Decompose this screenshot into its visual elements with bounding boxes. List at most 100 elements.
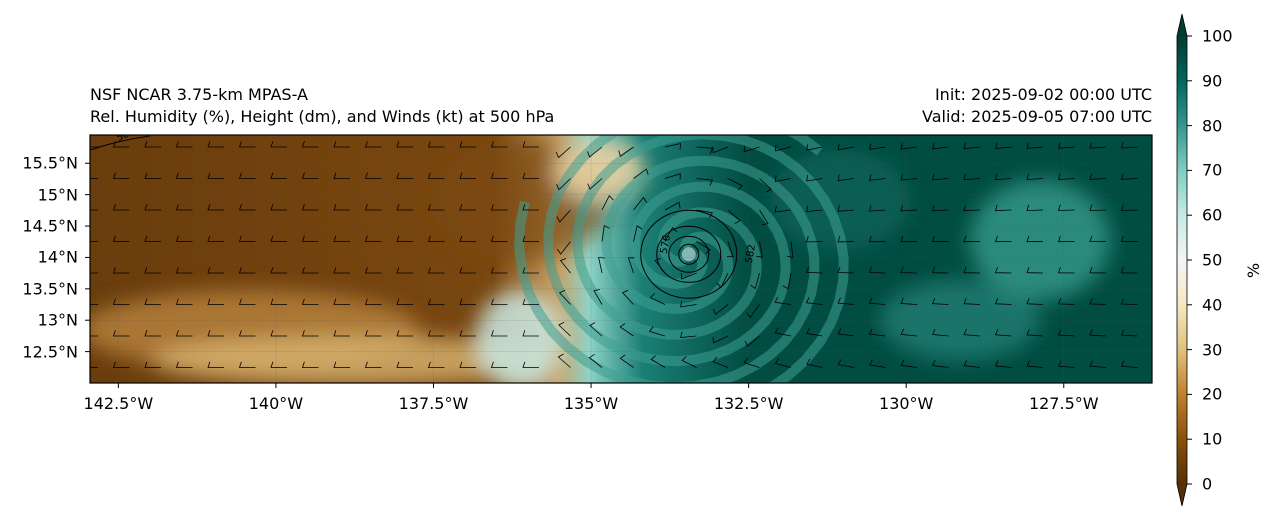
wind-barb xyxy=(932,173,949,181)
wind-barb xyxy=(396,141,413,148)
wind-barb xyxy=(112,330,130,337)
lon-label: 127.5°W xyxy=(1028,394,1099,413)
rain-band xyxy=(572,135,849,383)
lon-label: 140°W xyxy=(248,394,304,413)
wind-barb xyxy=(301,141,319,148)
wind-barb xyxy=(459,172,476,179)
wind-barb xyxy=(396,298,413,305)
wind-barb xyxy=(1120,142,1138,149)
title-left: NSF NCAR 3.75-km MPAS-A Rel. Humidity (%… xyxy=(90,84,554,128)
wind-barb xyxy=(333,330,350,337)
wind-barb xyxy=(396,330,413,337)
wind-barb xyxy=(1120,266,1138,274)
height-contour xyxy=(640,209,738,299)
wind-barb xyxy=(90,146,98,148)
title-fields: Rel. Humidity (%), Height (dm), and Wind… xyxy=(90,107,555,126)
wind-barb xyxy=(144,235,161,242)
contour-labels: 588 576 582 xyxy=(115,135,758,264)
lat-label: 13°N xyxy=(37,310,78,330)
wind-barb xyxy=(931,235,949,243)
wind-barb xyxy=(270,204,287,211)
cyclone-eye xyxy=(681,247,696,262)
title-model: NSF NCAR 3.75-km MPAS-A xyxy=(90,85,308,104)
humidity-patches xyxy=(90,140,1110,383)
wind-barb xyxy=(963,297,981,305)
wind-barb xyxy=(396,361,413,368)
colorbar xyxy=(1176,13,1192,507)
wind-barb xyxy=(90,272,98,274)
wind-barb xyxy=(427,172,445,179)
wind-barb xyxy=(522,298,539,305)
wind-barb xyxy=(1089,235,1107,243)
wind-barb xyxy=(175,235,193,242)
wind-barb xyxy=(994,204,1012,212)
wind-barb xyxy=(1120,173,1138,180)
wind-barb xyxy=(1089,142,1107,149)
height-contour xyxy=(656,225,722,283)
wind-barb xyxy=(270,330,287,337)
colorbar-min-extend xyxy=(1177,484,1187,506)
spiral-bands xyxy=(514,135,849,383)
wind-barb xyxy=(716,272,729,289)
wind-barb xyxy=(1089,173,1107,180)
wind-barb xyxy=(556,178,571,191)
wind-barb xyxy=(868,235,886,243)
wind-barb xyxy=(364,204,382,211)
wind-barb xyxy=(396,204,413,211)
wind-barb xyxy=(994,266,1012,274)
wind-barb xyxy=(759,178,772,193)
wind-barb xyxy=(364,298,382,305)
wind-barb xyxy=(806,358,823,368)
wind-barb xyxy=(680,272,697,280)
wind-barb xyxy=(681,356,697,368)
wind-barb xyxy=(726,241,734,258)
wind-barb xyxy=(90,367,98,368)
wind-barb xyxy=(1120,360,1138,368)
wind-barb xyxy=(932,142,949,150)
wind-barb xyxy=(238,267,256,274)
wind-barb xyxy=(144,141,161,148)
wind-barb xyxy=(963,235,981,243)
wind-barb xyxy=(746,304,760,319)
wind-barb xyxy=(333,172,350,179)
wind-barb xyxy=(1057,266,1075,274)
wind-barb xyxy=(601,225,610,242)
wind-barb xyxy=(619,354,634,368)
wind-barb xyxy=(238,361,256,368)
wind-barb xyxy=(805,236,823,243)
wind-barb xyxy=(1089,298,1107,305)
contour-label: 576 xyxy=(659,234,673,255)
wind-barb xyxy=(333,141,350,148)
wind-barb xyxy=(301,330,319,337)
moist-edge xyxy=(475,290,565,383)
wind-barb xyxy=(1089,204,1107,211)
wind-barb xyxy=(1026,173,1044,180)
wind-barb xyxy=(207,141,224,148)
wind-barb xyxy=(207,235,224,242)
wind-barb xyxy=(1089,266,1107,274)
wind-barb xyxy=(301,235,319,242)
lon-label: 135°W xyxy=(563,394,619,413)
wind-barb xyxy=(837,174,855,182)
wind-barb xyxy=(175,298,193,305)
wind-barb xyxy=(427,361,445,368)
lon-label: 137.5°W xyxy=(398,394,469,413)
colorbar-max-extend xyxy=(1177,14,1187,36)
wind-barb xyxy=(868,328,886,337)
wind-barb xyxy=(727,178,743,191)
wind-barb xyxy=(144,204,161,211)
colorbar-body xyxy=(1177,36,1187,484)
wind-barb xyxy=(522,330,539,337)
wind-barb xyxy=(774,175,792,182)
wind-barb xyxy=(144,361,161,368)
wind-barb xyxy=(931,297,949,305)
wind-barb xyxy=(627,257,635,274)
wind-barb xyxy=(112,235,130,242)
wind-barb xyxy=(238,172,256,179)
colorbar-tick-label: 0 xyxy=(1202,474,1213,494)
lon-label: 142.5°W xyxy=(83,394,154,413)
wind-barb xyxy=(1057,235,1075,243)
wind-barb xyxy=(427,267,445,274)
wind-barb xyxy=(270,141,287,148)
wind-barb xyxy=(1026,329,1044,337)
